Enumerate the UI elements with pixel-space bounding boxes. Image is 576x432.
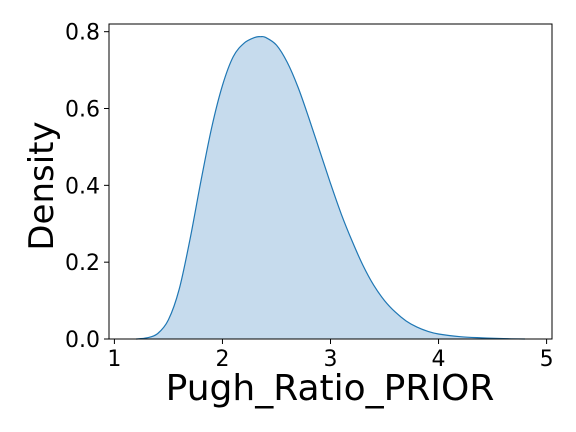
x-tick-label: 4 [432, 347, 446, 372]
x-tick-label: 1 [107, 347, 121, 372]
plot-marks [135, 35, 525, 340]
y-tick-label: 0.0 [65, 328, 100, 353]
density-curve-line [135, 35, 525, 340]
y-tick-label: 0.4 [65, 174, 100, 199]
y-axis-ticks: 0.0 0.2 0.4 0.6 0.8 [65, 21, 109, 353]
y-tick-label: 0.6 [65, 98, 100, 123]
x-axis-label: Pugh_Ratio_PRIOR [166, 368, 495, 409]
y-tick-label: 0.2 [65, 251, 100, 276]
x-axis-ticks: 1 2 3 4 5 [107, 339, 554, 372]
x-tick-label: 5 [540, 347, 554, 372]
x-tick-label: 2 [215, 347, 229, 372]
y-tick-label: 0.8 [65, 21, 100, 46]
y-axis-label: Density [22, 121, 62, 250]
density-area-fill [136, 36, 525, 339]
x-tick-label: 3 [324, 347, 338, 372]
